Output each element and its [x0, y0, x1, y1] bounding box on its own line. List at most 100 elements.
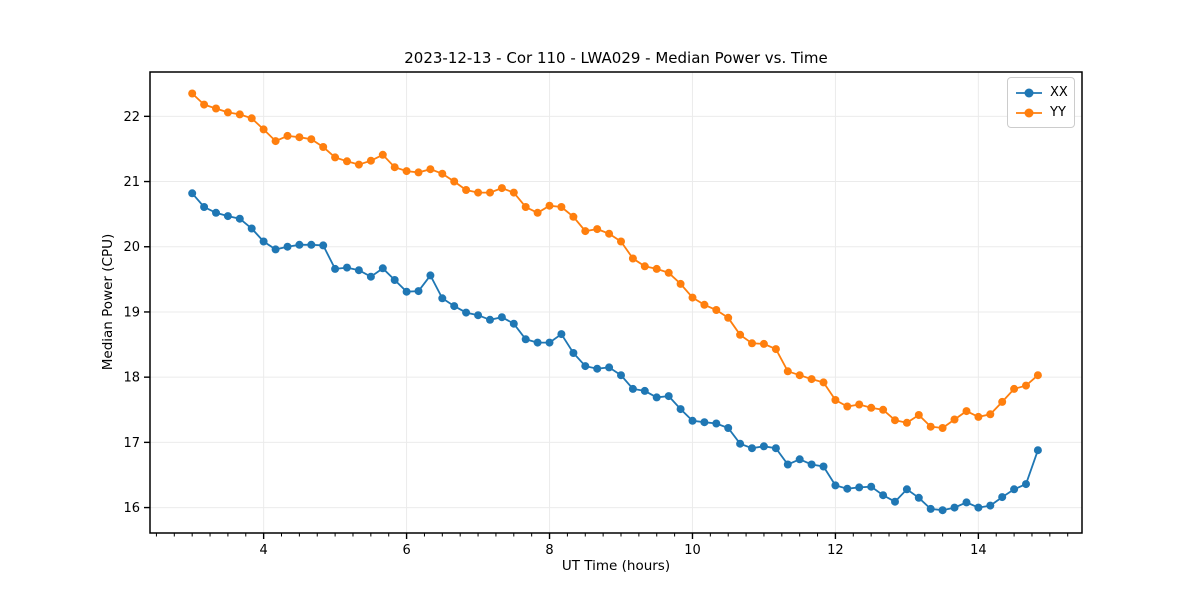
x-tick-label: 4: [260, 543, 268, 558]
data-point: [414, 168, 423, 177]
data-point: [617, 371, 625, 380]
data-point: [759, 339, 768, 348]
data-point: [545, 338, 554, 347]
data-point: [605, 363, 614, 372]
data-point: [902, 485, 911, 494]
data-point: [759, 442, 768, 451]
data-point: [450, 177, 459, 186]
data-point: [569, 212, 578, 221]
data-point: [235, 214, 244, 223]
data-point: [914, 411, 923, 419]
data-point: [891, 416, 899, 425]
x-axis-ticks: 4 6 8 10 12 14: [260, 533, 987, 558]
data-point: [962, 498, 971, 507]
y-axis-ticks: 16 17 18 19 20 21 22: [123, 110, 150, 516]
y-tick-label: 21: [123, 175, 140, 190]
data-point: [366, 156, 375, 165]
data-point: [902, 418, 911, 427]
data-point: [676, 405, 685, 414]
x-minor-ticks: [155, 533, 1069, 537]
data-point: [986, 410, 995, 419]
data-point: [343, 157, 351, 166]
data-point: [438, 169, 447, 178]
x-tick-label: 12: [827, 543, 844, 558]
data-point: [331, 264, 340, 273]
data-point: [200, 203, 209, 211]
data-point: [748, 444, 756, 453]
data-point: [366, 272, 375, 281]
data-point: [402, 167, 411, 176]
data-point: [486, 315, 494, 324]
data-point: [652, 393, 661, 402]
data-point: [795, 371, 804, 380]
legend: XX YY: [1007, 77, 1075, 128]
data-point: [628, 254, 637, 263]
data-point: [986, 501, 995, 510]
data-point: [998, 397, 1007, 406]
data-point: [426, 165, 435, 174]
gridlines: [150, 72, 1082, 533]
data-point: [771, 345, 780, 354]
data-point: [807, 460, 816, 469]
data-point: [557, 330, 566, 339]
data-point: [831, 396, 840, 404]
data-point: [950, 415, 959, 424]
data-point: [724, 313, 733, 322]
data-point: [736, 439, 745, 448]
legend-item-xx: XX: [1016, 83, 1068, 103]
data-point: [688, 416, 697, 425]
data-point: [843, 402, 852, 411]
y-tick-label: 22: [123, 110, 140, 125]
data-point: [819, 378, 828, 387]
data-point: [331, 153, 340, 162]
data-point: [724, 424, 733, 432]
chart-title: 2023-12-13 - Cor 110 - LWA029 - Median P…: [404, 49, 828, 67]
data-point: [319, 143, 328, 151]
data-point: [223, 108, 232, 117]
x-axis-label: UT Time (hours): [561, 558, 671, 574]
data-point: [450, 302, 459, 311]
x-tick-label: 8: [545, 543, 553, 558]
data-point: [212, 208, 220, 217]
data-point: [188, 89, 197, 98]
data-point: [247, 114, 256, 123]
data-point: [807, 375, 816, 384]
data-point: [879, 405, 888, 414]
y-tick-label: 19: [123, 305, 140, 320]
data-point: [223, 212, 232, 221]
data-point: [509, 319, 518, 328]
data-point: [295, 240, 304, 249]
data-point: [307, 135, 316, 144]
y-tick-label: 17: [123, 436, 140, 451]
data-point: [378, 264, 387, 273]
data-point: [438, 294, 447, 303]
data-point: [700, 300, 709, 309]
data-point: [974, 503, 983, 512]
data-point: [783, 460, 792, 469]
y-tick-label: 18: [123, 371, 140, 386]
data-point: [843, 484, 852, 493]
data-point: [640, 262, 649, 271]
data-point: [1033, 371, 1042, 380]
y-tick-label: 20: [123, 240, 140, 255]
x-tick-label: 6: [402, 543, 410, 558]
data-point: [605, 229, 614, 238]
data-point: [938, 424, 947, 432]
data-point: [509, 188, 518, 197]
data-point: [212, 104, 220, 113]
data-point: [855, 400, 864, 409]
data-point: [748, 339, 756, 348]
data-point: [247, 224, 256, 233]
data-point: [486, 188, 494, 197]
data-point: [414, 287, 423, 296]
data-point: [771, 444, 780, 453]
data-point: [664, 392, 673, 401]
data-point: [259, 237, 268, 246]
data-point: [545, 201, 554, 210]
data-point: [700, 418, 709, 427]
data-point: [962, 407, 971, 416]
data-point: [533, 338, 542, 347]
data-point: [652, 264, 661, 273]
data-point: [950, 503, 959, 512]
